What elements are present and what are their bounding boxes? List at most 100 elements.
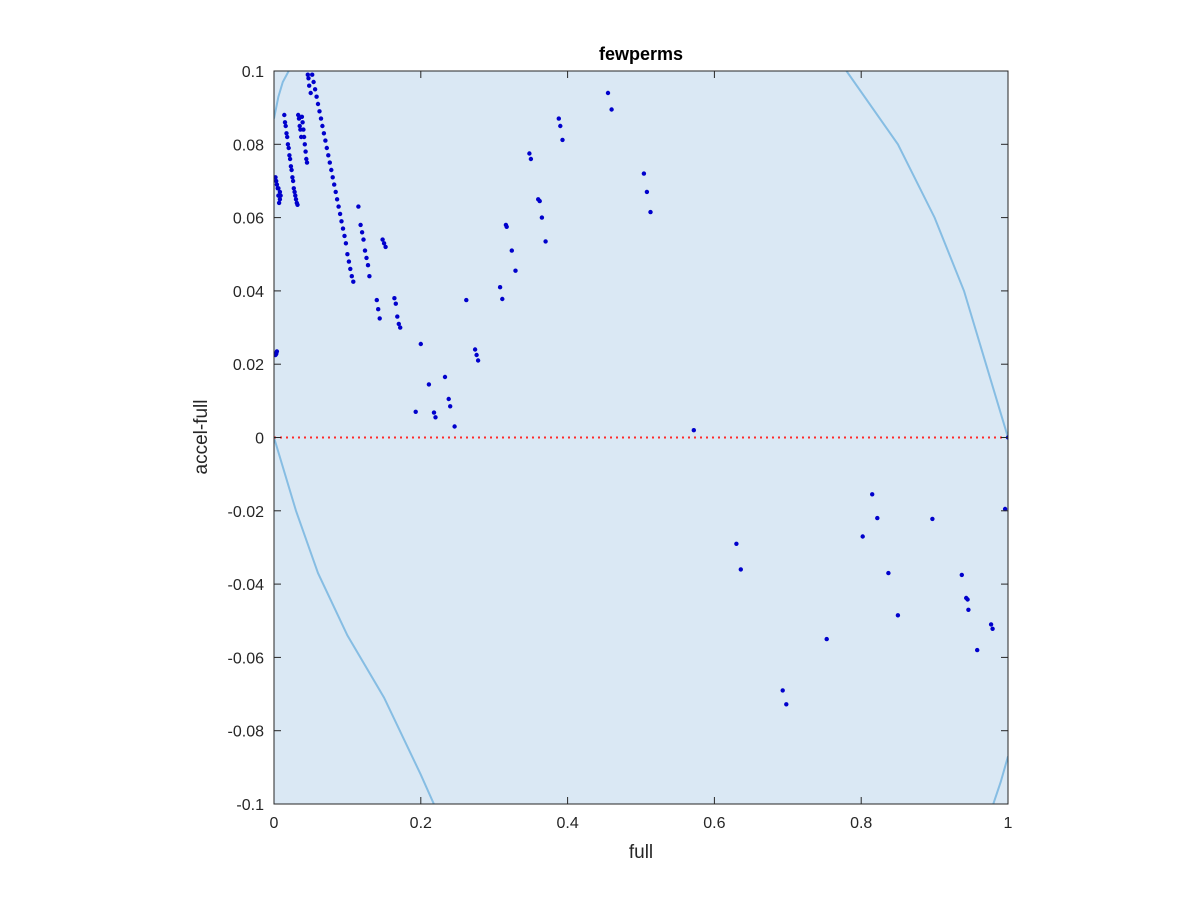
data-point	[288, 164, 294, 169]
y-tick-label: 0.1	[242, 64, 264, 81]
data-point	[293, 193, 298, 198]
data-point	[376, 307, 381, 312]
x-tick-label: 0.2	[410, 815, 432, 832]
data-point	[307, 83, 312, 88]
data-point	[556, 116, 561, 121]
data-point	[332, 182, 337, 187]
data-point	[351, 279, 356, 284]
x-tick-label: 0.4	[556, 815, 578, 832]
data-point	[474, 352, 479, 358]
data-point	[285, 142, 291, 147]
data-point	[321, 131, 327, 136]
data-point	[361, 237, 366, 242]
data-point	[277, 197, 283, 202]
y-axis-label: accel-full	[191, 400, 212, 475]
data-point	[275, 186, 280, 191]
y-tick-label: -0.02	[228, 504, 265, 521]
data-point	[356, 204, 361, 209]
data-point	[364, 255, 369, 261]
data-point	[324, 145, 329, 151]
data-point	[277, 189, 283, 195]
data-point	[377, 316, 382, 321]
data-point	[560, 137, 565, 143]
data-point	[330, 175, 335, 180]
data-point	[308, 90, 313, 96]
data-point	[362, 248, 368, 253]
data-point	[605, 90, 611, 96]
data-point	[513, 268, 518, 273]
data-point	[504, 224, 509, 229]
data-point	[274, 351, 279, 356]
data-point	[323, 138, 328, 143]
data-point	[346, 259, 352, 264]
data-point	[446, 396, 451, 402]
band-edge-3	[992, 756, 1008, 804]
data-point	[284, 131, 289, 136]
data-point	[442, 374, 448, 380]
data-point	[283, 123, 288, 129]
data-point	[393, 301, 398, 306]
y-tick-label: 0.08	[233, 137, 264, 154]
data-point	[310, 72, 315, 77]
data-point	[452, 424, 457, 429]
confidence-band	[274, 71, 1008, 804]
data-point	[343, 241, 349, 246]
data-point	[292, 189, 297, 195]
data-point	[930, 516, 935, 522]
data-point	[349, 274, 354, 279]
data-point	[558, 123, 563, 129]
data-point	[966, 607, 971, 612]
data-point	[314, 94, 319, 99]
data-point	[738, 567, 743, 572]
data-point	[329, 167, 334, 173]
data-point	[297, 123, 302, 129]
data-point	[293, 197, 299, 202]
data-point	[345, 252, 350, 257]
data-point	[290, 175, 295, 180]
data-point	[539, 215, 545, 220]
data-point	[301, 134, 307, 140]
data-point	[381, 241, 387, 246]
data-point	[312, 87, 318, 92]
y-tick-label: -0.1	[236, 797, 264, 814]
data-point	[433, 415, 438, 420]
data-point	[320, 123, 325, 129]
data-point	[276, 193, 281, 198]
data-point	[784, 702, 789, 707]
band-edge-1	[274, 71, 290, 119]
data-point	[339, 219, 344, 224]
data-point	[304, 160, 310, 165]
data-point	[500, 296, 505, 302]
data-point	[380, 237, 385, 242]
band-edge-0	[274, 437, 435, 804]
data-point	[644, 189, 650, 195]
data-point	[418, 341, 423, 347]
y-tick-label: 0	[255, 431, 264, 448]
data-point	[276, 200, 282, 206]
data-point	[537, 198, 542, 204]
data-point	[294, 200, 299, 206]
data-point	[306, 76, 311, 81]
data-point	[291, 186, 296, 191]
data-point	[895, 613, 901, 618]
data-point	[290, 178, 296, 184]
data-point	[448, 404, 453, 409]
data-point	[780, 688, 785, 693]
data-point	[988, 622, 994, 627]
data-point	[383, 244, 388, 250]
x-axis-label: full	[629, 842, 653, 863]
data-point	[285, 134, 290, 140]
data-point	[274, 182, 280, 187]
data-point	[289, 167, 294, 173]
y-tick-label: 0.02	[233, 357, 264, 374]
data-point	[318, 116, 324, 121]
band-edge-2	[845, 71, 1008, 438]
data-point	[327, 160, 332, 165]
x-tick-label: 0.6	[703, 815, 725, 832]
data-point	[301, 127, 306, 132]
data-points	[274, 72, 1008, 707]
data-point	[691, 428, 696, 433]
data-point	[975, 647, 980, 653]
data-point	[641, 171, 647, 176]
